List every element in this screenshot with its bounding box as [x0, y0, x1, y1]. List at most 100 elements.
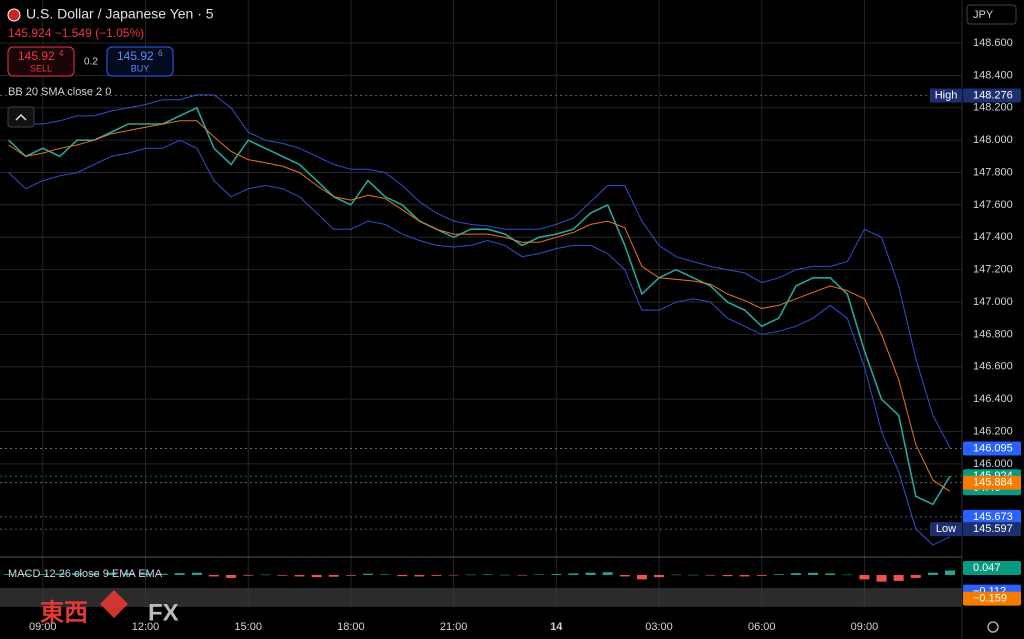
macd-bar — [311, 574, 322, 578]
sell-price[interactable]: 145.92 — [18, 49, 55, 63]
buy-box[interactable] — [106, 46, 174, 77]
macd-bar — [37, 574, 48, 575]
price-badge-tag-label: Low — [936, 523, 956, 535]
macd-bar — [808, 572, 819, 575]
macd-bar — [910, 574, 921, 578]
price-badge-tag-label: High — [935, 89, 958, 101]
macd-bar — [602, 572, 613, 575]
buy-pip[interactable]: 6 — [158, 49, 163, 58]
buy-label[interactable]: BUY — [131, 63, 150, 73]
macd-bar — [876, 574, 887, 582]
macd-bar — [688, 574, 699, 576]
macd-bar — [568, 573, 579, 575]
price-badge — [963, 88, 1021, 103]
bb-indicator-label: BB 20 SMA close 2 0 — [8, 86, 111, 98]
macd-bar — [499, 574, 510, 576]
price-line — [8, 120, 951, 492]
macd-bar — [945, 570, 956, 575]
currency-button[interactable] — [966, 4, 1017, 25]
x-tick-label: 14 — [550, 621, 563, 633]
macd-bar — [756, 574, 767, 576]
macd-bar — [277, 574, 288, 576]
macd-bar — [191, 572, 202, 575]
y-tick-label: 146.000 — [973, 458, 1013, 470]
collapse-icon[interactable] — [15, 113, 27, 121]
macd-bar — [380, 574, 391, 575]
flag-icon — [7, 8, 21, 22]
macd-bar — [414, 574, 425, 577]
price-badge-value: 145.673 — [973, 511, 1013, 523]
macd-badge — [963, 560, 1021, 575]
macd-bar — [123, 573, 134, 575]
macd-bar — [345, 574, 356, 576]
sell-box[interactable] — [7, 46, 75, 77]
price-badge — [963, 441, 1021, 456]
plot — [0, 94, 962, 582]
x-tick-label: 12:00 — [132, 621, 160, 633]
macd-bar — [465, 574, 476, 576]
macd-bar — [363, 573, 374, 575]
macd-bar — [328, 574, 339, 577]
buy-price[interactable]: 145.92 — [117, 49, 154, 63]
x-tick-label: 09:00 — [29, 621, 57, 633]
macd-bar — [226, 574, 237, 578]
watermark-logo — [100, 590, 128, 618]
price-change: 145.924 −1.549 (−1.05%) — [8, 26, 144, 40]
price-line — [8, 106, 951, 506]
symbol-title: U.S. Dollar / Japanese Yen · 5 — [26, 6, 214, 22]
y-tick-label: 148.200 — [973, 102, 1013, 114]
price-line — [8, 94, 951, 448]
price-badge — [963, 475, 1021, 490]
macd-bar — [534, 574, 545, 575]
collapse-button[interactable] — [7, 106, 35, 128]
price-badge-value: 146.095 — [973, 442, 1013, 454]
x-tick-label: 21:00 — [440, 621, 468, 633]
sell-pip[interactable]: 4 — [59, 49, 64, 58]
settings-icon[interactable] — [987, 621, 999, 633]
macd-bar — [859, 574, 870, 580]
x-tick-label: 09:00 — [851, 621, 879, 633]
price-badge — [963, 509, 1021, 524]
macd-bar — [927, 572, 938, 575]
y-tick-label: 146.800 — [973, 328, 1013, 340]
y-tick-label: 147.000 — [973, 296, 1013, 308]
y-tick-label: 147.800 — [973, 166, 1013, 178]
y-tick-label: 148.000 — [973, 134, 1013, 146]
y-tick-label: 146.400 — [973, 393, 1013, 405]
sell-label[interactable]: SELL — [30, 63, 52, 73]
sell-button[interactable]: 145.92 4 SELL — [7, 46, 75, 77]
price-badge-value: 145.597 — [973, 523, 1013, 535]
macd-bar — [705, 574, 716, 576]
axis: 148.600 148.400 148.200 148.000 147.800 147.6… — [29, 37, 1021, 633]
macd-bar — [671, 574, 682, 576]
grid — [0, 0, 962, 607]
watermark-right: FX — [148, 599, 179, 626]
macd-bar — [893, 574, 904, 581]
macd-indicator-label: MACD 12 26 close 9 EMA EMA — [8, 568, 163, 580]
macd-bar — [20, 573, 31, 575]
macd-bar — [482, 574, 493, 575]
price-badge — [963, 522, 1021, 537]
macd-bar — [551, 574, 562, 575]
currency[interactable]: JPY — [973, 9, 994, 21]
y-tick-label: 148.600 — [973, 37, 1013, 49]
macd-bar — [54, 573, 65, 575]
macd-bar — [174, 573, 185, 575]
macd-bar — [636, 574, 647, 580]
y-tick-label: 147.400 — [973, 231, 1013, 243]
macd-bar — [208, 574, 219, 577]
y-tick-label: 148.400 — [973, 69, 1013, 81]
macd-bar — [517, 574, 528, 576]
macd-badge — [963, 591, 1021, 606]
macd-bar — [140, 573, 151, 575]
macd-bar — [3, 574, 14, 575]
macd-bar — [773, 574, 784, 575]
macd-bar — [619, 574, 630, 577]
macd-bar — [243, 574, 254, 576]
macd-bar — [89, 573, 100, 575]
price-line — [8, 139, 951, 546]
macd-bar — [825, 573, 836, 575]
buy-button[interactable]: 145.92 6 BUY — [106, 46, 174, 77]
y-tick-label: 147.600 — [973, 199, 1013, 211]
